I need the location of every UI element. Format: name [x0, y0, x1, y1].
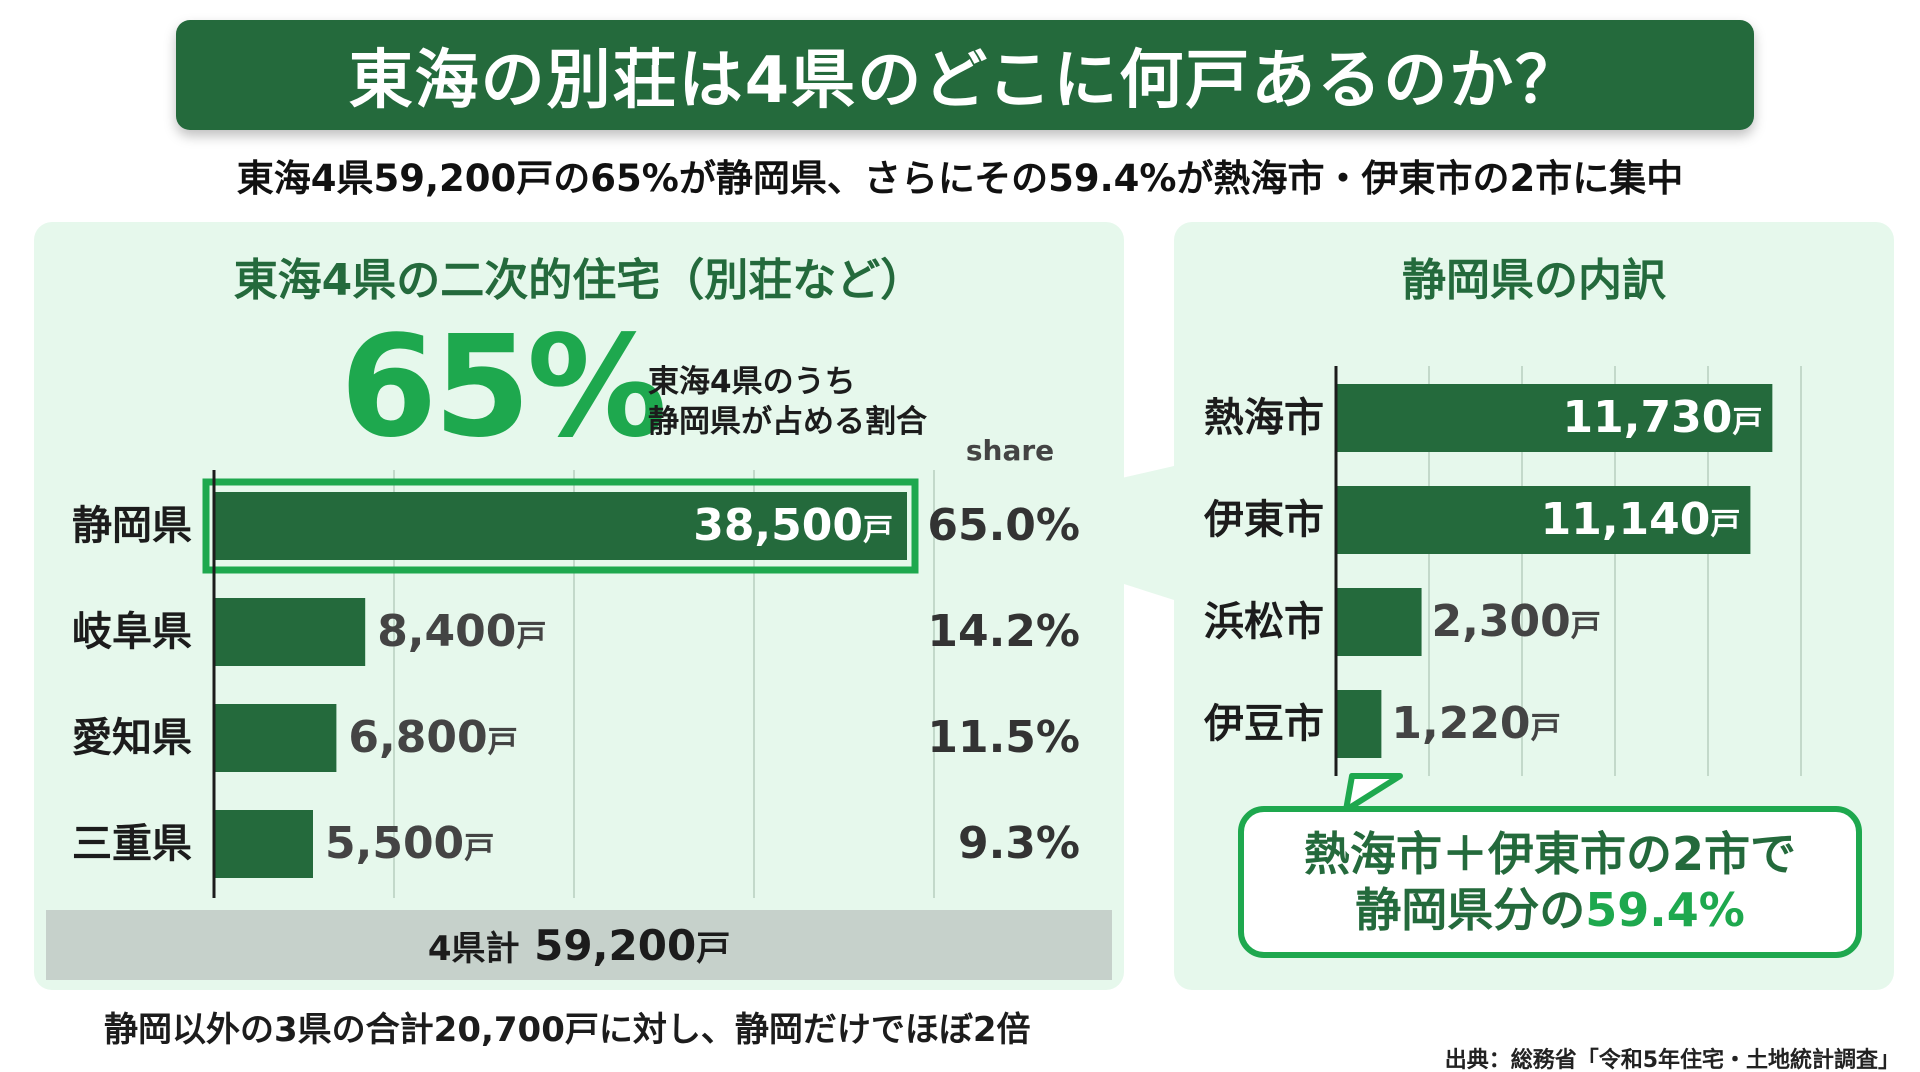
bar-atami	[1336, 384, 1773, 452]
callout-line1: 熱海市＋伊東市の2市で	[1303, 827, 1796, 881]
value-label-shizuoka: 38,500戸	[214, 496, 893, 561]
subtitle: 東海4県59,200戸の65%が静岡県、さらにその59.4%が熱海市・伊東市の2…	[236, 157, 1684, 200]
value-label-izu: 1,220戸	[1391, 694, 1560, 759]
value-label-gifu: 8,400戸	[377, 602, 546, 667]
callout-prefix: 静岡県分の	[1355, 883, 1586, 937]
value-label-izu-unit: 戸	[1530, 711, 1561, 746]
bar-aichi	[214, 704, 337, 772]
category-label-ito: 伊東市	[1204, 497, 1324, 543]
bar-ito	[1336, 486, 1751, 554]
value-label-ito-number: 11,140	[1540, 494, 1711, 545]
value-label-ito-unit: 戸	[1710, 507, 1741, 542]
value-label-shizuoka-unit: 戸	[863, 513, 893, 548]
headline-note: 東海4県のうち 静岡県が占める割合	[648, 362, 927, 442]
highlight-frame	[202, 478, 919, 574]
bar-gifu	[214, 598, 366, 666]
total-label: 4県計	[427, 928, 520, 969]
value-label-mie-unit: 戸	[464, 831, 495, 866]
share-label-gifu: 14.2%	[927, 606, 1080, 657]
value-label-aichi-number: 6,800	[348, 712, 488, 763]
headline-note-line1: 東海4県のうち	[648, 364, 856, 400]
bar-shizuoka	[214, 492, 907, 560]
connector-wedge	[930, 466, 1174, 600]
value-label-gifu-unit: 戸	[516, 619, 547, 654]
category-label-mie: 三重県	[72, 821, 192, 867]
callout-percent: 59.4%	[1585, 883, 1745, 937]
callout-pointer	[1343, 773, 1403, 813]
share-label-aichi: 11.5%	[927, 712, 1080, 763]
left-panel-title: 東海4県の二次的住宅（別荘など）	[233, 255, 925, 306]
value-label-hamamatsu-number: 2,300	[1431, 596, 1571, 647]
category-label-atami: 熱海市	[1204, 395, 1324, 441]
value-label-hamamatsu: 2,300戸	[1432, 592, 1601, 657]
value-label-hamamatsu-unit: 戸	[1570, 609, 1601, 644]
value-label-gifu-number: 8,400	[377, 606, 517, 657]
category-label-hamamatsu: 浜松市	[1204, 599, 1324, 645]
bar-izu	[1336, 690, 1382, 758]
value-label-shizuoka-number: 38,500	[693, 500, 863, 551]
value-label-atami-unit: 戸	[1732, 405, 1763, 440]
category-label-izu: 伊豆市	[1204, 701, 1324, 747]
page-title: 東海の別荘は4県のどこに何戸あるのか？	[348, 44, 1582, 118]
headline-note-line2: 静岡県が占める割合	[648, 404, 927, 440]
value-label-mie: 5,500戸	[325, 814, 494, 879]
value-label-izu-number: 1,220	[1391, 698, 1531, 749]
total-text: 4県計 59,200戸	[428, 921, 730, 970]
headline-percent: 65%	[340, 306, 667, 469]
share-header: share	[965, 434, 1055, 467]
left-bars	[202, 478, 919, 878]
callout-box: 熱海市＋伊東市の2市で 静岡県分の59.4%	[1238, 806, 1862, 958]
source-note: 出典：総務省「令和5年住宅・土地統計調査」	[1444, 1048, 1900, 1072]
value-label-aichi-unit: 戸	[487, 725, 518, 760]
bottom-note: 静岡以外の3県の合計20,700戸に対し、静岡だけでほぼ2倍	[104, 1010, 1031, 1050]
total-value: 59,200	[534, 920, 697, 970]
value-label-ito: 11,140戸	[1336, 490, 1741, 555]
callout-line2: 静岡県分の59.4%	[1355, 882, 1745, 938]
right-bars	[1336, 384, 1773, 758]
right-panel-title: 静岡県の内訳	[1402, 255, 1666, 306]
bar-mie	[214, 810, 313, 878]
total-box: 4県計 59,200戸	[46, 910, 1112, 980]
value-label-atami: 11,730戸	[1336, 388, 1763, 453]
category-label-aichi: 愛知県	[72, 715, 192, 761]
category-label-shizuoka: 静岡県	[72, 503, 192, 549]
value-label-atami-number: 11,730	[1562, 392, 1733, 443]
title-bar: 東海の別荘は4県のどこに何戸あるのか？	[176, 20, 1754, 130]
total-unit: 戸	[696, 928, 731, 969]
category-label-gifu: 岐阜県	[72, 609, 192, 655]
bar-hamamatsu	[1336, 588, 1422, 656]
share-label-shizuoka: 65.0%	[927, 500, 1080, 551]
share-label-mie: 9.3%	[957, 818, 1080, 869]
value-label-aichi: 6,800戸	[348, 708, 517, 773]
value-label-mie-number: 5,500	[325, 818, 465, 869]
